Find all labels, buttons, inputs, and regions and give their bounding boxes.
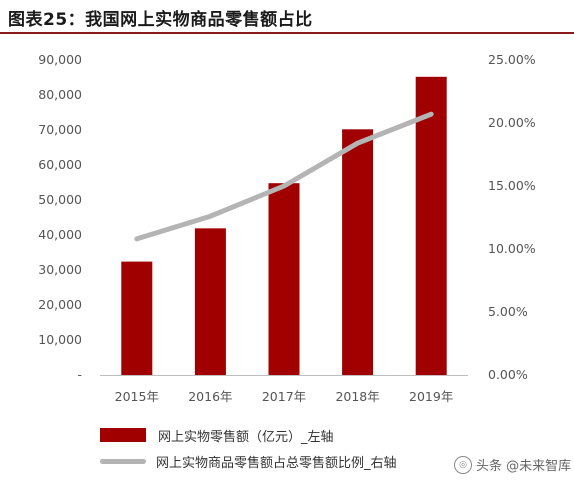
legend-label-line: 网上实物商品零售额占总零售额比例_右轴: [156, 455, 397, 471]
right-tick-label: 5.00%: [488, 304, 528, 319]
x-tick-label: 2019年: [409, 389, 453, 404]
legend-swatch-line: [100, 458, 146, 464]
left-tick-label: 10,000: [38, 332, 82, 347]
legend-item-bar: 网上实物零售额（亿元）_左轴: [100, 422, 570, 448]
x-tick-label: 2018年: [335, 389, 379, 404]
bar: [342, 129, 374, 375]
legend-item-line: 网上实物商品零售额占总零售额比例_右轴: [100, 448, 570, 474]
right-tick-label: 25.00%: [488, 52, 536, 67]
watermark: ◎ 头条 @未来智库: [454, 455, 571, 474]
bar: [194, 228, 226, 375]
x-tick-label: 2015年: [115, 389, 159, 404]
title-divider: [0, 32, 574, 34]
left-tick-label: 30,000: [38, 262, 82, 277]
bar-series: [121, 76, 447, 376]
bar: [415, 76, 447, 376]
left-tick-label: 90,000: [38, 52, 82, 67]
title-bar: 图表25：我国网上实物商品零售额占比: [0, 0, 574, 34]
x-axis: 2015年 2016年 2017年 2018年 2019年: [100, 375, 468, 404]
line-series: [134, 111, 434, 242]
right-axis: 0.00% 5.00% 10.00% 15.00% 20.00% 25.00%: [488, 52, 536, 382]
left-axis: - 10,000 20,000 30,000 40,000 50,000 60,000 70,…: [38, 52, 82, 382]
left-tick-label: 80,000: [38, 87, 82, 102]
x-tick-label: 2016年: [188, 389, 232, 404]
x-tick-label: 2017年: [262, 389, 306, 404]
watermark-logo-icon: ◎: [454, 455, 472, 474]
left-tick-label: 60,000: [38, 157, 82, 172]
left-tick-label: 70,000: [38, 122, 82, 137]
chart-title: 图表25：我国网上实物商品零售额占比: [8, 10, 313, 30]
left-tick-label: -: [77, 367, 82, 382]
legend: 网上实物零售额（亿元）_左轴 网上实物商品零售额占总零售额比例_右轴: [100, 422, 570, 474]
right-tick-label: 15.00%: [488, 178, 536, 193]
watermark-text: 头条 @未来智库: [476, 459, 572, 474]
right-tick-label: 10.00%: [488, 241, 536, 256]
chart-canvas: - 10,000 20,000 30,000 40,000 50,000 60,000 70,…: [38, 52, 536, 404]
left-tick-label: 50,000: [38, 192, 82, 207]
left-tick-label: 40,000: [38, 227, 82, 242]
legend-swatch-bar: [100, 428, 146, 442]
right-tick-label: 20.00%: [488, 115, 536, 130]
right-tick-label: 0.00%: [488, 367, 528, 382]
legend-label-bar: 网上实物零售额（亿元）_左轴: [158, 429, 334, 445]
bar: [121, 261, 153, 375]
left-tick-label: 20,000: [38, 297, 82, 312]
bar: [268, 183, 300, 375]
